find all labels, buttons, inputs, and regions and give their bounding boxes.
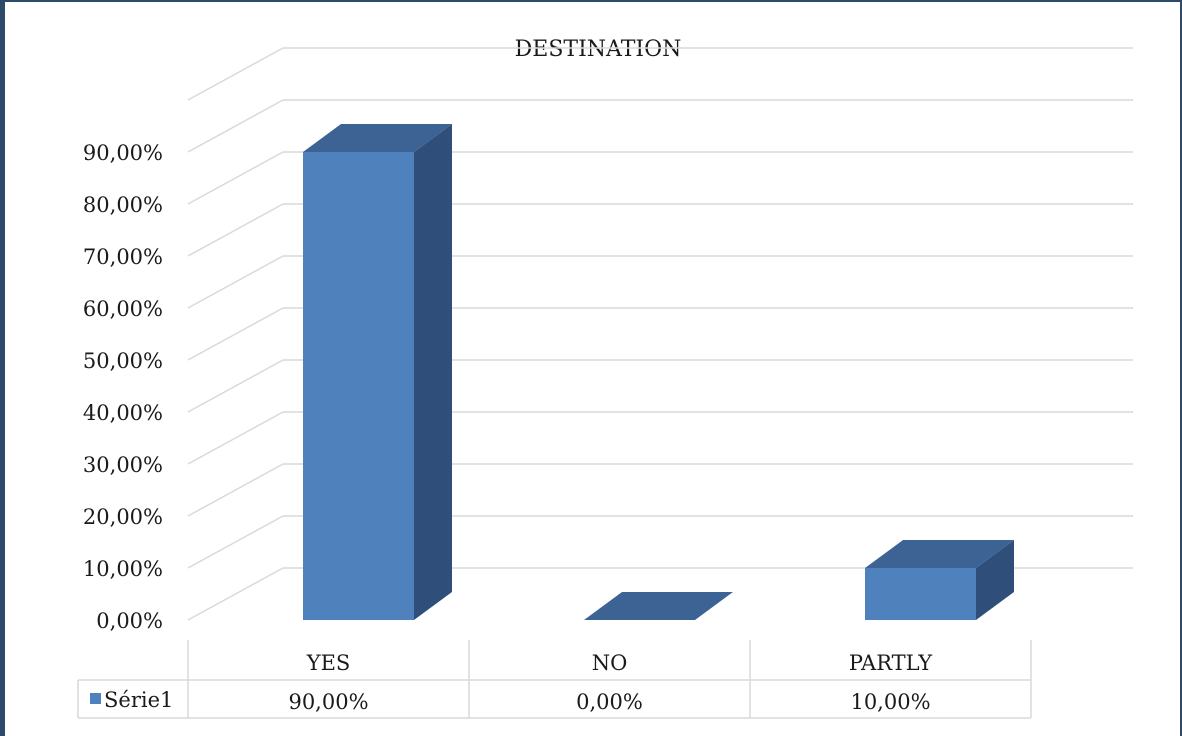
- bar-side: [414, 124, 452, 620]
- y-tick-label: 20,00%: [83, 505, 163, 529]
- x-tick-label: YES: [306, 651, 351, 675]
- gridline-diagonal: [187, 411, 284, 465]
- bar-front: [865, 568, 976, 620]
- x-tick-label: PARTLY: [849, 651, 933, 675]
- bar-top: [303, 124, 452, 152]
- gridline-diagonal: [187, 151, 284, 205]
- y-axis-ticks: 0,00% 10,00% 20,00% 30,00% 40,00% 50,00% 60,00…: [83, 141, 163, 633]
- data-label: 0,00%: [576, 690, 643, 714]
- gridline-diagonal: [187, 359, 284, 413]
- bar-top: [865, 540, 1014, 568]
- data-label: 90,00%: [288, 690, 368, 714]
- gridline-diagonal: [187, 203, 284, 257]
- gridline-diagonal: [187, 99, 284, 153]
- y-tick-label: 50,00%: [83, 349, 163, 373]
- legend-label: Série1: [104, 688, 173, 712]
- bar-side: [976, 540, 1014, 620]
- y-tick-label: 40,00%: [83, 401, 163, 425]
- y-tick-label: 80,00%: [83, 193, 163, 217]
- y-tick-label: 30,00%: [83, 453, 163, 477]
- bar-no: [584, 592, 733, 620]
- gridline-diagonal: [187, 255, 284, 309]
- y-tick-label: 60,00%: [83, 297, 163, 321]
- y-tick-label: 90,00%: [83, 141, 163, 165]
- y-tick-label: 0,00%: [96, 609, 163, 633]
- legend-key: [90, 693, 101, 704]
- y-tick-label: 70,00%: [83, 245, 163, 269]
- gridline-diagonal: [187, 307, 284, 361]
- bar-yes: [303, 124, 452, 620]
- x-tick-label: NO: [592, 651, 628, 675]
- bar-top: [584, 592, 733, 620]
- bar-partly: [865, 540, 1014, 620]
- data-table: YES 90,00% NO 0,00% PARTLY 10,00% Série1: [77, 640, 1032, 719]
- chart-title: DESTINATION: [515, 37, 682, 62]
- gridline-diagonal: [187, 463, 284, 517]
- bars: [303, 124, 1014, 620]
- gridline-diagonal: [187, 47, 284, 101]
- bar-front: [303, 152, 414, 620]
- y-tick-label: 10,00%: [83, 557, 163, 581]
- gridline-diagonal: [187, 515, 284, 569]
- gridline-diagonal: [187, 567, 284, 621]
- data-label: 10,00%: [850, 690, 930, 714]
